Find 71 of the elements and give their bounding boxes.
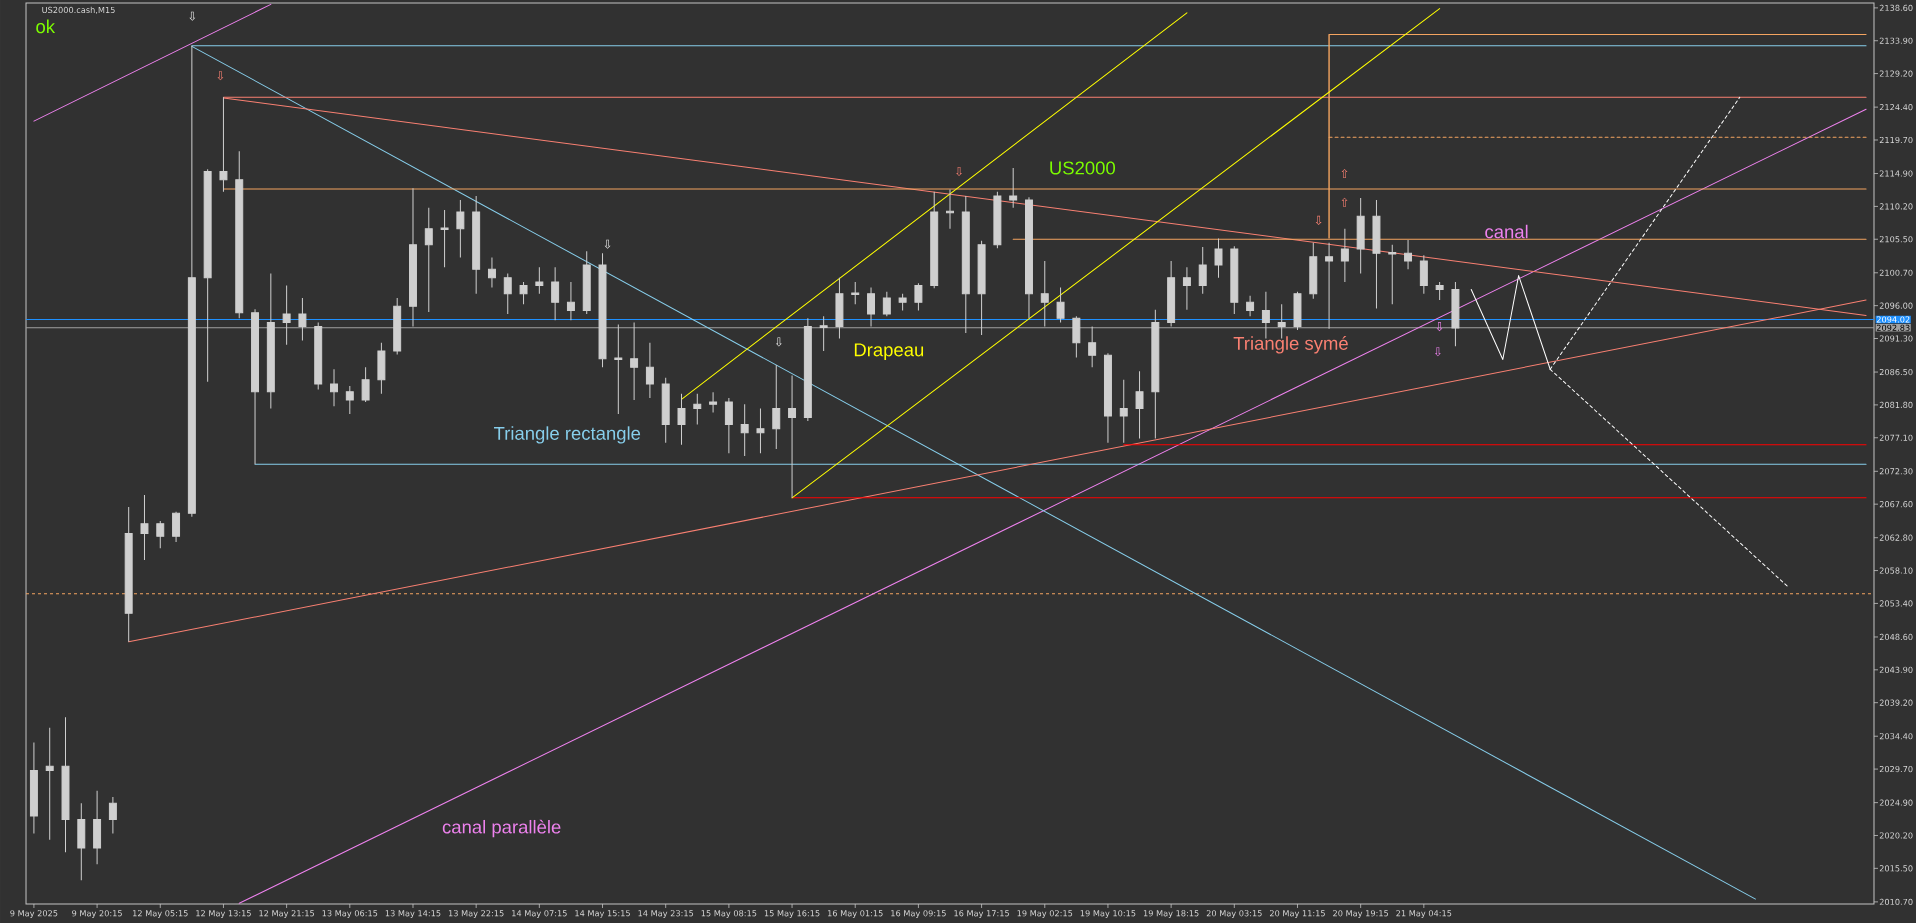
annotation: ⇧ <box>1341 197 1348 207</box>
annotation: Triangle rectangle <box>494 426 641 444</box>
y-tick-label: 2105.50 <box>1879 236 1913 243</box>
annotation: ok <box>36 19 56 34</box>
y-tick-label: 2086.50 <box>1879 368 1913 376</box>
y-tick-label: 2096.00 <box>1879 302 1913 309</box>
annotation: US2000 <box>1050 161 1115 175</box>
x-tick-label: 9 May 20:15 <box>72 910 122 918</box>
annotation: canal <box>1485 224 1528 239</box>
annotation: ⇩ <box>775 337 782 347</box>
y-tick-label: 2048.60 <box>1879 633 1913 641</box>
y-tick-label: 2029.70 <box>1879 765 1913 773</box>
chart-title: US2000.cash,M15 <box>42 6 115 14</box>
x-tick-label: 21 May 04:15 <box>1396 910 1452 918</box>
ref-line-label: 2094.02 <box>1876 316 1910 323</box>
annotation: ⇩ <box>1434 347 1441 357</box>
annotation: ⇩ <box>1315 215 1322 225</box>
annotation: ⇩ <box>956 166 963 176</box>
annotation: ⇩ <box>189 11 196 21</box>
annotation: ⇩ <box>1436 322 1443 332</box>
x-tick-label: 14 May 07:15 <box>512 910 567 918</box>
y-tick-label: 2024.90 <box>1879 799 1913 806</box>
x-tick-label: 14 May 23:15 <box>638 910 694 918</box>
x-tick-label: 13 May 22:15 <box>448 910 504 918</box>
y-tick-label: 2133.90 <box>1879 37 1913 44</box>
x-tick-label: 16 May 17:15 <box>954 910 1009 918</box>
x-tick-label: 13 May 14:15 <box>385 910 441 918</box>
y-tick-label: 2039.20 <box>1879 699 1913 706</box>
x-tick-label: 13 May 06:15 <box>322 910 378 918</box>
x-tick-label: 19 May 02:15 <box>1017 910 1073 918</box>
annotation: ⇩ <box>217 71 224 81</box>
y-tick-label: 2010.70 <box>1879 898 1913 905</box>
y-tick-label: 2124.40 <box>1879 104 1913 111</box>
x-tick-label: 19 May 10:15 <box>1080 910 1136 918</box>
x-tick-label: 9 May 2025 <box>10 910 58 918</box>
y-tick-label: 2077.10 <box>1879 434 1913 441</box>
y-tick-label: 2110.20 <box>1879 203 1913 210</box>
annotation: Triangle symé <box>1233 336 1348 354</box>
y-tick-label: 2081.80 <box>1879 401 1913 408</box>
x-tick-label: 20 May 03:15 <box>1206 910 1262 918</box>
y-tick-label: 2053.40 <box>1879 600 1913 607</box>
x-tick-label: 12 May 05:15 <box>133 910 188 918</box>
y-tick-label: 2015.50 <box>1879 865 1913 872</box>
annotation: Drapeau <box>854 343 924 361</box>
x-tick-label: 12 May 21:15 <box>259 910 315 918</box>
y-tick-label: 2091.30 <box>1879 335 1913 342</box>
x-tick-label: 16 May 01:15 <box>828 910 883 918</box>
annotation: canal parallèle <box>442 819 561 838</box>
x-tick-label: 20 May 11:15 <box>1269 910 1325 918</box>
y-tick-label: 2062.80 <box>1879 534 1913 541</box>
y-tick-label: 2072.30 <box>1879 468 1913 475</box>
x-tick-label: 12 May 13:15 <box>196 910 251 918</box>
annotation: ⇩ <box>604 239 611 249</box>
x-tick-label: 15 May 08:15 <box>701 910 757 918</box>
y-tick-label: 2129.20 <box>1879 70 1913 77</box>
y-tick-label: 2043.90 <box>1879 666 1913 673</box>
y-tick-label: 2034.40 <box>1879 733 1913 740</box>
x-tick-label: 19 May 18:15 <box>1143 910 1199 918</box>
x-tick-label: 14 May 15:15 <box>575 910 630 918</box>
ref-line-label: 2092.83 <box>1876 324 1910 331</box>
y-tick-label: 2067.60 <box>1879 501 1913 508</box>
x-tick-label: 20 May 19:15 <box>1333 910 1389 918</box>
y-tick-label: 2020.20 <box>1879 832 1913 839</box>
y-tick-label: 2058.10 <box>1879 567 1913 574</box>
x-tick-label: 15 May 16:15 <box>764 910 820 918</box>
x-tick-label: 16 May 09:15 <box>891 910 946 918</box>
y-tick-label: 2119.70 <box>1879 136 1913 144</box>
y-tick-label: 2100.70 <box>1879 269 1913 276</box>
y-tick-label: 2114.90 <box>1879 170 1913 177</box>
y-tick-label: 2138.60 <box>1879 4 1913 11</box>
annotation: ⇧ <box>1341 169 1348 179</box>
